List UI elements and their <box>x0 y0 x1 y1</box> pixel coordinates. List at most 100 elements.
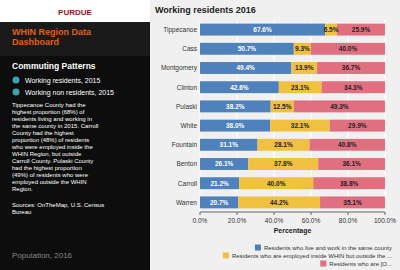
x-tick-label: 60.0% <box>302 217 321 224</box>
x-tick-label: 100.0% <box>374 217 396 224</box>
bars <box>200 24 385 209</box>
bar-segment <box>239 177 313 189</box>
bar-segment <box>248 158 318 170</box>
bar-segment <box>200 100 271 112</box>
data-label: 44.2% <box>270 199 289 206</box>
y-tick-label: Pulaski <box>176 103 197 110</box>
data-label: 37.8% <box>274 160 293 167</box>
data-label: 40.0% <box>267 180 286 187</box>
bar-segment <box>294 100 385 112</box>
y-tick-label: Warren <box>176 199 197 206</box>
bar-segment <box>317 62 385 74</box>
bar-segment <box>337 24 385 36</box>
data-label: 67.6% <box>253 26 272 33</box>
data-label: 13.9% <box>295 64 314 71</box>
data-label: 38.0% <box>226 122 245 129</box>
data-label: 38.8% <box>340 180 359 187</box>
y-tick-label: White <box>180 122 197 129</box>
data-label: 25.9% <box>352 26 371 33</box>
data-label: 49.4% <box>236 64 255 71</box>
data-label: 36.7% <box>342 64 361 71</box>
data-label: 28.1% <box>274 141 293 148</box>
bar-segment <box>313 177 385 189</box>
bar-segment <box>200 196 238 208</box>
bar-segment <box>200 43 294 55</box>
data-label: 20.7% <box>210 199 229 206</box>
data-label: 38.2% <box>226 103 245 110</box>
bar-segment <box>320 196 385 208</box>
legend-swatch <box>223 253 229 259</box>
y-tick-label: Tippecanoe <box>163 26 197 34</box>
bar-segment <box>258 139 310 151</box>
x-axis-label: Percentage <box>274 227 312 235</box>
data-label: 12.5% <box>273 103 292 110</box>
sidebar-header: WHIN Region DataDashboard <box>12 27 92 47</box>
chart-title: Working residents 2016 <box>155 5 256 15</box>
y-tick-label: Montgomery <box>161 64 198 72</box>
x-tick-label: 20.0% <box>228 217 247 224</box>
x-axis-line <box>200 212 385 213</box>
bar-segment <box>270 120 329 132</box>
data-label: 29.9% <box>348 122 367 129</box>
x-tick-label: 40.0% <box>265 217 284 224</box>
data-label: 9.3% <box>295 45 310 52</box>
data-label: 26.1% <box>215 160 234 167</box>
bar-segment <box>318 158 385 170</box>
bar-segment <box>200 158 248 170</box>
bar-segment <box>200 81 279 93</box>
data-label: 40.8% <box>338 141 357 148</box>
legend: Residents who live and work in the same … <box>223 245 392 268</box>
bar-segment <box>238 196 320 208</box>
bar-segment <box>200 177 239 189</box>
x-tick-label: 0.0% <box>193 217 208 224</box>
sidebar-section-title: Commuting Patterns <box>12 61 96 71</box>
data-label: 42.6% <box>230 84 249 91</box>
data-label: 40.0% <box>339 45 358 52</box>
y-tick-label: Fountain <box>172 141 198 148</box>
bar-segment <box>200 24 325 36</box>
sidebar-source: Sources: OnTheMap, U.S. CensusBureau <box>12 202 104 215</box>
chart: PURDUE WHIN Region DataDashboard Commuting… <box>0 0 400 270</box>
sidebar-bullet: Working residents, 2015 <box>25 77 100 85</box>
bar-segment <box>311 43 385 55</box>
bar-segment <box>200 120 270 132</box>
sidebar-bullet: Working non residents, 2015 <box>25 89 114 97</box>
legend-label: Residents who are [O... <box>329 261 392 267</box>
sidebar-bg <box>0 0 150 270</box>
x-tick-label: 80.0% <box>339 217 358 224</box>
data-label: 23.1% <box>291 84 310 91</box>
x-grid <box>200 20 385 212</box>
sidebar-section-bg <box>0 56 150 270</box>
legend-label: Residents who live and work in the same … <box>264 245 392 251</box>
bullet-dot <box>13 89 20 96</box>
bar-segment <box>294 43 311 55</box>
y-tick-label: Cass <box>182 45 198 52</box>
bar-segment <box>330 120 385 132</box>
data-labels: 67.6% 6.5% 25.9% 50.7% 9.3% 40.0% 49.4% 13.9% 36… <box>210 26 371 206</box>
bar-segment <box>271 100 294 112</box>
data-label: 32.1% <box>291 122 310 129</box>
data-label: 35.1% <box>343 199 362 206</box>
legend-swatch <box>320 261 326 267</box>
data-label: 6.5% <box>324 26 339 33</box>
bar-segment <box>279 81 322 93</box>
bullet-dot <box>13 77 20 84</box>
logo-bar <box>0 0 150 22</box>
y-tick-label: Carroll <box>178 180 198 187</box>
data-label: 21.2% <box>210 180 229 187</box>
bar-segment <box>291 62 317 74</box>
data-label: 50.7% <box>238 45 257 52</box>
data-label: 34.3% <box>344 84 363 91</box>
logo-text: PURDUE <box>58 8 92 17</box>
data-label: 36.1% <box>342 160 361 167</box>
data-label: 31.1% <box>220 141 239 148</box>
bar-segment <box>310 139 385 151</box>
bar-segment <box>200 139 258 151</box>
y-tick-label: Clinton <box>177 84 198 91</box>
sidebar-body: Tippecanoe County had thehighest proport… <box>11 102 98 192</box>
sidebar: PURDUE WHIN Region DataDashboard Commuting… <box>0 0 150 270</box>
data-label: 49.3% <box>330 103 349 110</box>
legend-swatch <box>255 245 261 251</box>
y-tick-label: Benton <box>176 160 197 167</box>
legend-label: Residents who are employed inside WHIN b… <box>232 253 392 259</box>
